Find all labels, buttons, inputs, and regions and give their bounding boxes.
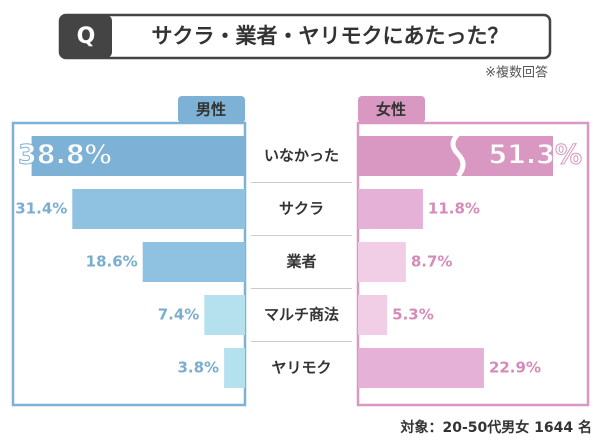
value-label: 11.8%	[428, 200, 480, 218]
bar	[224, 348, 245, 388]
bar	[204, 295, 245, 335]
category-label: マルチ商法	[264, 306, 339, 324]
legend-female-tag	[358, 96, 425, 123]
badge: Q	[77, 24, 96, 49]
badge-box	[60, 15, 112, 58]
value-label: 5.3%	[392, 306, 434, 324]
category-label: サクラ	[279, 200, 324, 218]
value-label: 3.8%	[177, 359, 219, 377]
legend-female: 女性	[376, 101, 406, 119]
category-label: いなかった	[264, 147, 339, 165]
value-label: 38.8%	[18, 140, 112, 171]
value-label: 7.4%	[158, 306, 200, 324]
chart-title: サクラ・業者・ヤリモクにあたった？	[152, 24, 509, 48]
bar	[358, 348, 484, 388]
category-label: ヤリモク	[271, 359, 331, 377]
legend-male: 男性	[196, 101, 226, 119]
female-bars	[358, 136, 553, 388]
male-bars	[31, 136, 245, 388]
value-label: 22.9%	[489, 359, 541, 377]
category-label: 業者	[285, 253, 316, 271]
legend-male-tag	[178, 96, 245, 123]
value-label: 18.6%	[86, 253, 138, 271]
bar	[31, 136, 245, 176]
axis-break	[450, 132, 466, 178]
bar	[358, 189, 423, 229]
bar	[142, 242, 245, 282]
bar	[358, 242, 406, 282]
bar	[358, 295, 388, 335]
note: ※複数回答	[485, 65, 548, 81]
value-label: 51.3%	[488, 140, 582, 171]
bar	[72, 189, 245, 229]
footnote: 対象：20-50代男女 1644 名	[400, 419, 593, 436]
value-label: 31.4%	[15, 200, 67, 218]
value-label: 8.7%	[411, 253, 453, 271]
